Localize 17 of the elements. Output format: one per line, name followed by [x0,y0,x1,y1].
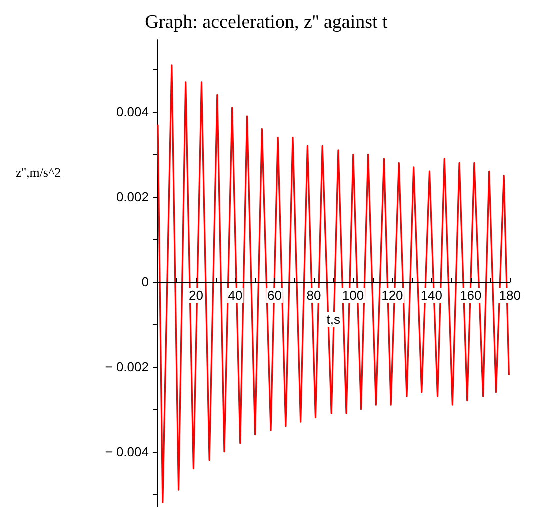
y-tick-label: 0.004 [116,104,149,120]
x-tick-label: 120 [382,288,404,303]
y-tick-label: − 0.004 [105,444,149,460]
y-axis-title: z'',m/s^2 [16,165,62,180]
x-tick-label: 160 [460,288,482,303]
x-tick-label: 20 [189,288,204,303]
x-axis-title: t,s [326,312,341,327]
chart-title: Graph: acceleration, z'' against t [145,12,389,33]
y-tick-label: 0.002 [116,190,149,205]
y-tick-label: 0 [142,274,149,290]
x-tick-label: 40 [228,288,243,303]
x-tick-label: 180 [499,288,522,303]
x-tick-label: 140 [420,288,443,303]
y-tick-label: − 0.002 [105,359,149,374]
x-tick-label: 100 [342,288,364,303]
x-tick-label: 60 [267,288,282,303]
x-tick-label: 80 [306,288,322,303]
